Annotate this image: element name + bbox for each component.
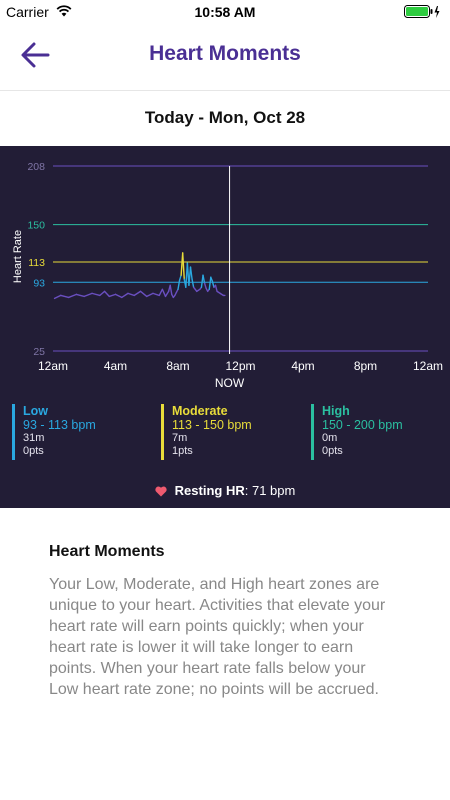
hr-line-segment [139,290,148,298]
wifi-icon [56,5,72,17]
hr-line-segment [114,293,123,299]
legend-moderate-range: 113 - 150 bpm [172,418,252,432]
hr-line-segment [133,290,142,297]
y-tick-label: 25 [33,346,45,358]
x-tick-label: 8am [166,359,189,373]
resting-hr: Resting HR: 71 bpm [0,483,450,498]
nav-header: Heart Moments [0,24,450,91]
hr-line-segment [146,292,154,298]
hr-line-segment [178,274,182,281]
hr-line-segment [161,288,167,298]
hr-line-segment [158,288,164,297]
status-time: 10:58 AM [194,4,256,20]
legend-high: High 150 - 200 bpm 0m 0pts [311,404,403,460]
legend-high-minutes: 0m [322,432,338,444]
heart-rate-chart-panel: 208 150 113 93 25 Heart Rate 12am 4am 8am 12pm 4pm… [0,146,450,508]
legend-high-name: High [322,404,350,418]
hr-line-segment [121,292,129,299]
carrier-label: Carrier [6,4,49,20]
hr-line-segment [210,276,214,282]
hr-line-segment [99,290,106,297]
heart-icon [155,486,167,497]
hr-line-segment [177,279,181,291]
x-tick-label: 12pm [225,359,255,373]
hr-line-segment [202,274,206,284]
x-tick-label: 12am [413,359,443,373]
arrow-left-icon [21,42,50,68]
hr-line-segment [91,292,101,297]
legend-high-points: 0pts [322,445,343,457]
resting-hr-value: : 71 bpm [244,483,296,498]
hr-line-segment [191,278,195,289]
hr-line-segment [214,284,218,293]
hr-line-segment [75,293,85,298]
y-tick-label: 113 [28,257,45,269]
legend-low-range: 93 - 113 bpm [23,418,96,432]
hr-line-segment [108,293,117,298]
y-tick-label: 93 [33,277,45,289]
y-tick-label: 150 [27,220,45,232]
hr-line-segment [203,282,207,290]
hr-line-segment [164,290,170,298]
hr-line-segment [67,293,78,299]
date-label: Today - Mon, Oct 28 [144,108,306,127]
hr-line-segment [127,292,135,297]
y-axis-label: Heart Rate [12,230,24,283]
x-tick-label: 4pm [291,359,314,373]
now-label: NOW [215,376,245,390]
legend-high-range: 150 - 200 bpm [322,418,403,432]
back-button[interactable] [20,40,52,70]
legend-low-name: Low [23,404,48,418]
info-body: Your Low, Moderate, and High heart zones… [49,576,386,698]
legend-moderate: Moderate 113 - 150 bpm 7m 1pts [161,404,252,460]
status-bar: Carrier 10:58 AM [0,0,450,24]
info-title: Heart Moments [49,543,165,560]
x-tick-label: 4am [104,359,127,373]
heart-rate-chart: 208 150 113 93 25 Heart Rate 12am 4am 8am 12pm 4pm… [12,161,443,390]
legend-low: Low 93 - 113 bpm 31m 0pts [12,404,96,460]
legend-low-minutes: 31m [23,432,45,444]
hr-line-segment [103,290,110,298]
zone-legend: Low 93 - 113 bpm 31m 0pts Moderate 113 -… [12,404,442,460]
page-title: Heart Moments [149,42,301,65]
legend-moderate-name: Moderate [172,404,228,418]
hr-line-segment [60,294,70,299]
hr-line-segment [211,280,215,289]
hr-line-segment [152,292,160,297]
y-tick-label: 208 [27,161,45,173]
hr-line-segment [208,276,212,291]
hr-line-segment [169,284,173,296]
legend-moderate-points: 1pts [172,445,193,457]
hr-line-segment [53,294,62,300]
legend-moderate-minutes: 7m [172,432,188,444]
x-tick-label: 8pm [354,359,377,373]
x-tick-label: 12am [38,359,68,373]
legend-low-points: 0pts [23,445,44,457]
battery-charging-icon [404,5,440,18]
hr-line-segment [181,252,185,280]
resting-hr-label: Resting HR [174,483,245,498]
hr-line-segment [83,292,93,298]
hr-line-segment [189,266,193,280]
